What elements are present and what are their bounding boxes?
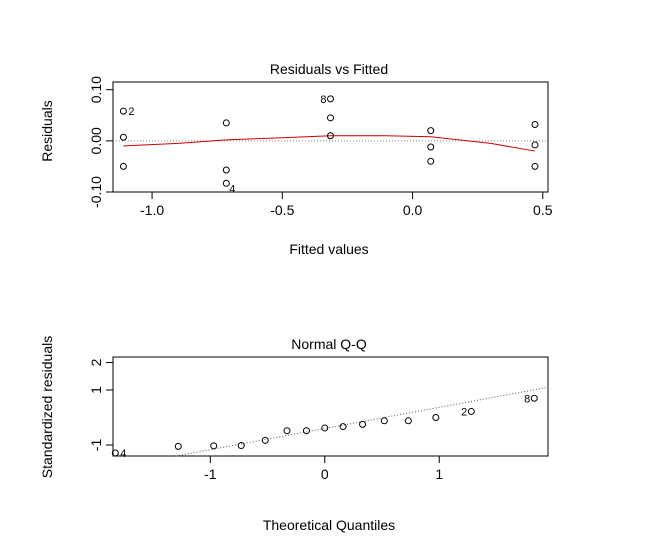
qq-point bbox=[210, 442, 218, 450]
qq-point bbox=[530, 394, 538, 402]
residuals-x-tick-label: -1.0 bbox=[140, 202, 164, 218]
qq-y-tick-label: 2 bbox=[88, 358, 104, 366]
residuals-point-label: 4 bbox=[229, 183, 235, 195]
qq-x-tick-label: 1 bbox=[435, 466, 443, 482]
residuals-vs-fitted-ylabel: Residuals bbox=[39, 100, 55, 161]
qq-point bbox=[283, 427, 291, 435]
qq-point bbox=[380, 417, 388, 425]
normal-qq-frame bbox=[112, 356, 549, 457]
normal-qq-y-axis: -1 1 2 bbox=[88, 358, 113, 451]
residuals-x-tick-label: -0.5 bbox=[270, 202, 294, 218]
residuals-vs-fitted-panel: Residuals vs Fitted -1.0 -0.5 0.0 0.5 -0.10… bbox=[39, 61, 553, 257]
qq-point-label: 4 bbox=[120, 448, 126, 460]
residuals-vs-fitted-xlabel: Fitted values bbox=[289, 241, 368, 257]
qq-point bbox=[237, 442, 245, 450]
qq-point bbox=[261, 436, 269, 444]
residuals-point bbox=[427, 143, 435, 151]
residuals-point bbox=[327, 132, 334, 140]
residuals-point bbox=[327, 95, 334, 103]
residuals-point bbox=[427, 157, 435, 165]
residuals-x-tick-label: 0.5 bbox=[533, 202, 553, 218]
qq-point bbox=[404, 417, 412, 425]
residuals-point-labels: 2 4 8 bbox=[128, 94, 326, 195]
qq-y-tick-label: 1 bbox=[88, 386, 104, 394]
qq-point bbox=[359, 420, 367, 428]
residuals-point bbox=[531, 141, 539, 149]
residuals-point bbox=[119, 162, 127, 170]
normal-qq-x-axis: -1 0 1 bbox=[204, 456, 443, 482]
residuals-point bbox=[327, 114, 334, 122]
qq-point bbox=[111, 449, 119, 457]
residuals-vs-fitted-frame bbox=[112, 81, 549, 193]
qq-point bbox=[174, 442, 182, 450]
normal-qq-title: Normal Q-Q bbox=[291, 336, 367, 352]
residuals-point bbox=[119, 133, 127, 141]
residuals-vs-fitted-x-axis: -1.0 -0.5 0.0 0.5 bbox=[140, 192, 553, 218]
residuals-point-label: 2 bbox=[128, 106, 134, 118]
residuals-y-tick-label: -0.10 bbox=[88, 176, 104, 208]
normal-qq-xlabel: Theoretical Quantiles bbox=[263, 517, 395, 533]
qq-x-tick-label: 0 bbox=[321, 466, 329, 482]
qq-point bbox=[339, 423, 347, 431]
residuals-vs-fitted-y-axis: -0.10 0.00 0.10 bbox=[88, 76, 113, 208]
residuals-point bbox=[119, 107, 127, 115]
residuals-y-tick-label: 0.00 bbox=[88, 127, 104, 154]
normal-qq-ylabel: Standardized residuals bbox=[39, 336, 55, 478]
qq-points bbox=[111, 394, 538, 457]
residuals-vs-fitted-title: Residuals vs Fitted bbox=[270, 61, 388, 77]
normal-qq-panel: Normal Q-Q -1 0 1 -1 1 2 4 2 8 Theoretical Qua… bbox=[39, 336, 549, 533]
residuals-point bbox=[222, 119, 230, 127]
qq-point-label: 2 bbox=[461, 406, 467, 418]
residuals-point-label: 8 bbox=[320, 94, 326, 106]
qq-point bbox=[321, 424, 329, 432]
qq-x-tick-label: -1 bbox=[204, 466, 217, 482]
residuals-point bbox=[531, 162, 539, 170]
residuals-y-tick-label: 0.10 bbox=[88, 76, 104, 103]
residuals-point bbox=[222, 166, 230, 174]
residuals-point bbox=[531, 120, 539, 128]
qq-point bbox=[302, 427, 310, 435]
qq-y-tick-label: -1 bbox=[88, 439, 104, 452]
residuals-smooth-line bbox=[123, 135, 536, 152]
qq-point bbox=[467, 407, 475, 415]
qq-point-labels: 4 2 8 bbox=[120, 393, 530, 460]
qq-point bbox=[432, 414, 440, 421]
residuals-points bbox=[119, 95, 539, 187]
residuals-point bbox=[222, 179, 230, 187]
qq-point-label: 8 bbox=[524, 393, 530, 405]
residuals-x-tick-label: 0.0 bbox=[403, 202, 423, 218]
residuals-point bbox=[427, 127, 435, 135]
